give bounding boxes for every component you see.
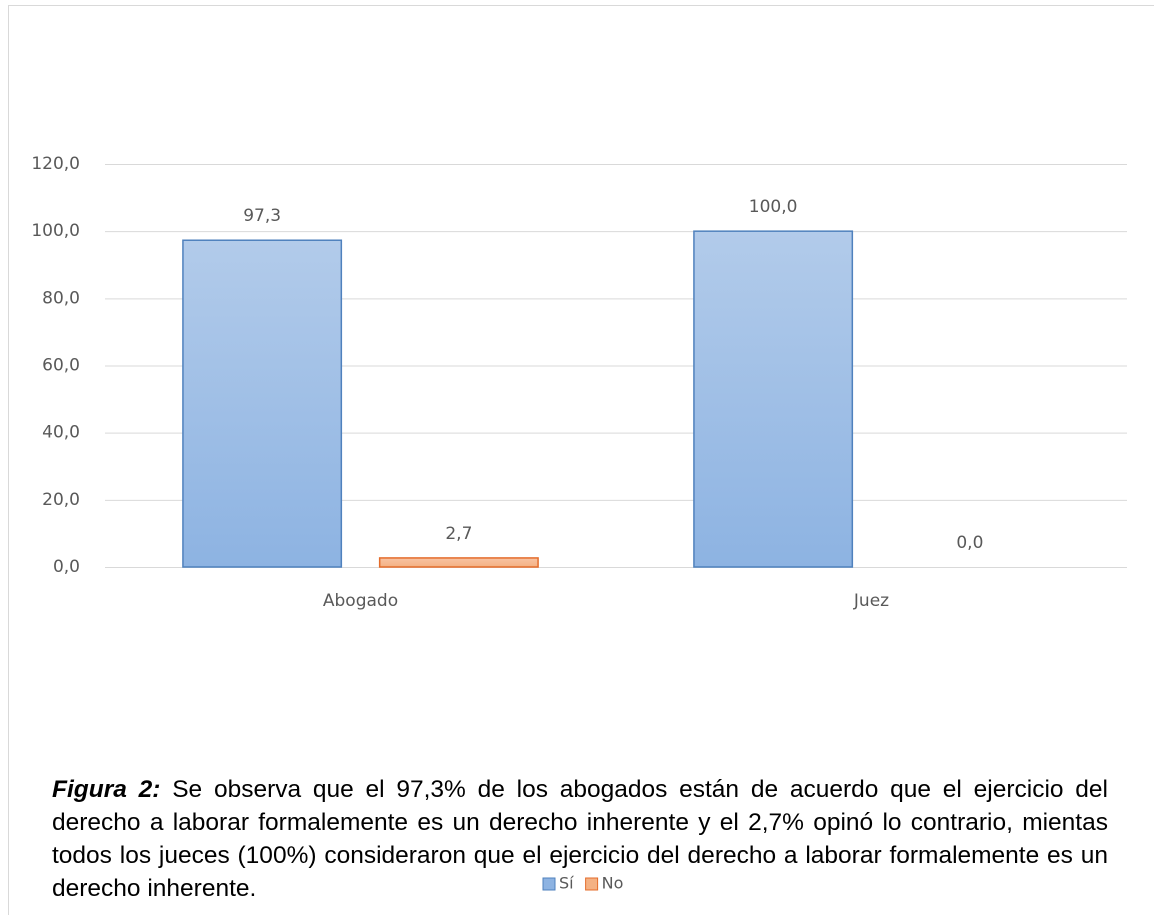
legend-swatch — [585, 877, 599, 891]
legend-swatch — [542, 877, 556, 891]
bar — [693, 230, 854, 568]
chart-frame — [8, 5, 1154, 915]
y-tick-label: 80,0 — [42, 288, 80, 308]
y-tick-label: 40,0 — [42, 423, 80, 443]
caption-text: Se observa que el 97,3% de los abogados … — [52, 776, 1108, 902]
data-label: 100,0 — [749, 197, 798, 217]
y-tick-label: 60,0 — [42, 356, 80, 376]
data-label: 0,0 — [956, 533, 983, 553]
data-label: 97,3 — [243, 206, 281, 226]
x-tick-label: Abogado — [323, 591, 398, 611]
data-label: 2,7 — [445, 524, 472, 544]
bar — [378, 557, 539, 568]
bar — [182, 239, 343, 568]
y-tick-label: 120,0 — [31, 154, 80, 174]
legend-label: Sí — [559, 874, 574, 893]
caption-label: Figura 2: — [52, 776, 161, 803]
legend-label: No — [602, 874, 624, 893]
y-tick-label: 0,0 — [53, 557, 80, 577]
y-tick-label: 20,0 — [42, 490, 80, 510]
caption: Figura 2: Se observa que el 97,3% de los… — [52, 773, 1108, 905]
x-tick-label: Juez — [853, 591, 889, 611]
y-tick-label: 100,0 — [31, 221, 80, 241]
